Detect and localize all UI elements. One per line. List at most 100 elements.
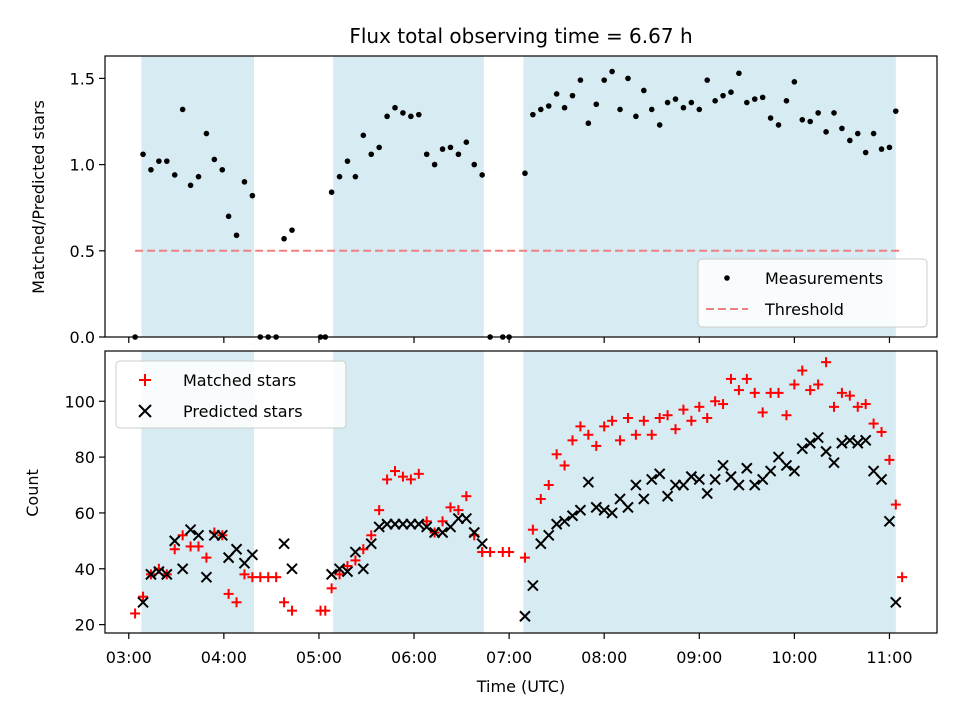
matched-star-point <box>797 365 808 376</box>
x-stroke-b <box>230 543 243 555</box>
predicted-star-point <box>590 501 602 514</box>
measurement-point <box>471 161 478 168</box>
predicted-star-point <box>852 437 864 449</box>
predicted-star-point <box>357 563 370 575</box>
measurement-point <box>831 110 837 116</box>
matched-star-point <box>781 410 792 421</box>
matched-star-point <box>453 505 464 516</box>
matched-star-point <box>519 552 530 563</box>
x-stroke-b <box>468 526 480 539</box>
matched-star-point <box>694 401 705 412</box>
matched-star-point <box>662 410 673 421</box>
predicted-star-point <box>550 518 563 530</box>
matched-star-point <box>583 429 594 440</box>
measurement-point <box>431 161 438 168</box>
measurement-point <box>164 158 170 164</box>
ratio-plot-frame <box>104 55 938 338</box>
x-stroke-b <box>661 490 674 502</box>
x-stroke-b <box>145 568 157 581</box>
matched-star-point <box>485 547 496 558</box>
measurement-point <box>249 192 256 199</box>
x-stroke-b <box>574 504 587 516</box>
matched-star-point <box>599 421 610 432</box>
measurement-point <box>664 99 671 106</box>
matched-star-point <box>678 404 689 415</box>
measurement-point <box>545 103 552 109</box>
measurement-point <box>767 115 774 121</box>
predicted-star-point <box>192 529 205 541</box>
count-y-axis-label: Count <box>23 469 42 517</box>
matched-star-point <box>559 460 570 471</box>
predicted-star-point <box>365 537 377 550</box>
matched-star-point <box>201 552 212 563</box>
matched-star-point <box>868 418 879 429</box>
predicted-star-point <box>685 470 698 483</box>
x-stroke-b <box>176 563 189 575</box>
measurement-point <box>577 77 584 83</box>
measurement-point <box>203 130 210 137</box>
predicted-star-point <box>137 596 149 608</box>
predicted-star-point <box>333 563 346 575</box>
measurement-point <box>696 106 703 113</box>
measurement-point <box>463 139 470 145</box>
measurement-point <box>775 122 782 128</box>
matched-star-point <box>654 413 665 424</box>
measurement-point <box>171 172 178 178</box>
matched-star-point <box>271 572 282 583</box>
count-plot-frame <box>104 350 938 634</box>
x-stroke-b <box>867 465 880 477</box>
matched-star-point <box>805 385 816 396</box>
measurement-point <box>148 166 154 173</box>
count-shaded-interval <box>333 351 484 633</box>
matched-star-point <box>615 435 626 446</box>
x-stroke-b <box>169 535 181 547</box>
predicted-star-point <box>820 445 832 458</box>
x-stroke-b <box>796 443 809 455</box>
x-stroke-b <box>622 501 634 514</box>
measurement-point <box>839 125 845 132</box>
measurement-point <box>281 235 287 242</box>
predicted-star-point <box>476 537 488 550</box>
predicted-star-point <box>278 537 290 550</box>
matched-star-point <box>193 541 204 552</box>
matched-star-point <box>607 415 618 426</box>
x-stroke-b <box>701 487 713 500</box>
measurement-point <box>585 120 592 127</box>
predicted-star-point <box>460 512 473 525</box>
predicted-star-point <box>630 479 642 491</box>
matched-star-point <box>326 583 337 594</box>
measurement-point <box>736 70 742 77</box>
matched-star-point <box>287 605 298 616</box>
count-panel: 20 40 60 80 100 03:00 04:00 05:00 06:00 07:00 08:0… <box>64 350 938 667</box>
predicted-star-point <box>558 515 571 528</box>
measurement-point <box>530 111 536 118</box>
matched-star-point <box>320 605 331 616</box>
predicted-star-point <box>764 465 777 477</box>
measurement-point <box>593 101 600 108</box>
matched-star-point <box>702 413 713 424</box>
measurement-point <box>336 173 343 180</box>
matched-star-point <box>749 387 760 398</box>
matched-star-point <box>397 471 408 482</box>
measurement-point <box>892 108 899 114</box>
matched-star-point <box>638 415 649 426</box>
measurement-point <box>854 130 861 137</box>
x-stroke-b <box>161 568 173 581</box>
measurement-point <box>400 110 406 116</box>
predicted-star-point <box>169 535 181 547</box>
x-stroke-b <box>646 473 658 486</box>
measurement-point <box>672 96 679 102</box>
matched-star-point <box>374 505 385 516</box>
predicted-star-point <box>638 493 650 505</box>
measurement-point <box>344 158 351 164</box>
x-stroke-b <box>614 493 626 505</box>
x-stroke-b <box>582 476 595 488</box>
predicted-star-point <box>519 610 531 622</box>
measurement-point <box>219 166 226 173</box>
matched-star-point <box>897 572 908 583</box>
x-stroke-b <box>749 479 761 491</box>
x-stroke-b <box>420 521 433 533</box>
measurement-point <box>759 94 766 101</box>
x-stroke-b <box>693 473 705 486</box>
matched-star-point <box>421 516 432 527</box>
